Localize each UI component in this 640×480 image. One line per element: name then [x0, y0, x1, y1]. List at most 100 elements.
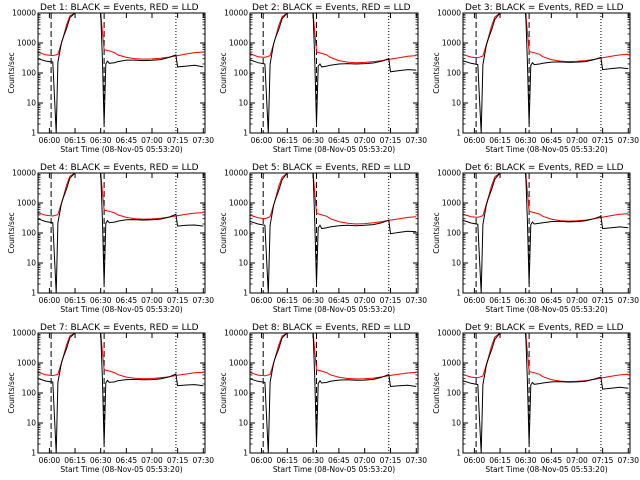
- events-line-det6: [462, 172, 629, 294]
- x-tick-label-det4-5: 07:15: [167, 296, 189, 305]
- plot-frame-det7: [37, 332, 206, 454]
- y-tick-label-det2-4: 10000: [224, 9, 248, 18]
- x-tick-label-det8-0: 06:00: [251, 456, 273, 465]
- y-axis-label-det9: Counts/sec: [432, 372, 441, 413]
- x-tick-label-det1-4: 07:00: [141, 136, 163, 145]
- y-tick-label-det4-4: 10000: [12, 169, 36, 178]
- y-tick-label-det4-3: 1000: [17, 199, 36, 208]
- plot-frame-det3: [462, 12, 631, 134]
- panel-title-det2: Det 2: BLACK = Events, RED = LLD: [252, 3, 411, 13]
- plot-frame-det8: [249, 332, 419, 454]
- panel-title-det7: Det 7: BLACK = Events, RED = LLD: [40, 323, 199, 333]
- events-line-det8: [249, 332, 417, 454]
- x-tick-label-det2-2: 06:30: [302, 136, 324, 145]
- lld-line-det9: [462, 332, 629, 383]
- events-line-det2: [249, 12, 417, 134]
- x-axis-label-det6: Start Time (08-Nov-05 05:53:20): [485, 305, 607, 314]
- y-tick-label-det1-0: 1: [31, 129, 36, 138]
- y-tick-label-det2-1: 10: [238, 99, 248, 108]
- y-tick-label-det3-4: 10000: [437, 9, 461, 18]
- x-tick-label-det3-4: 07:00: [566, 136, 588, 145]
- x-tick-label-det7-0: 06:00: [39, 456, 61, 465]
- y-tick-label-det1-1: 10: [26, 99, 36, 108]
- lld-line-det6: [462, 172, 629, 222]
- y-axis-label-det8: Counts/sec: [219, 372, 228, 413]
- panel-title-det1: Det 1: BLACK = Events, RED = LLD: [40, 3, 199, 13]
- x-axis-label-det8: Start Time (08-Nov-05 05:53:20): [273, 465, 395, 474]
- x-tick-label-det2-5: 07:15: [380, 136, 402, 145]
- x-axis-label-det9: Start Time (08-Nov-05 05:53:20): [485, 465, 607, 474]
- x-tick-label-det6-6: 07:30: [617, 296, 639, 305]
- x-tick-label-det8-3: 06:45: [328, 456, 350, 465]
- y-axis-label-det7: Counts/sec: [7, 372, 16, 413]
- x-tick-label-det1-3: 06:45: [116, 136, 138, 145]
- x-tick-label-det9-1: 06:15: [489, 456, 511, 465]
- y-axis-label-det1: Counts/sec: [7, 52, 16, 93]
- x-tick-label-det9-5: 07:15: [592, 456, 614, 465]
- events-line-det3: [462, 12, 629, 134]
- panel-title-det3: Det 3: BLACK = Events, RED = LLD: [465, 3, 624, 13]
- plot-frame-det1: [37, 12, 206, 134]
- x-tick-label-det2-3: 06:45: [328, 136, 350, 145]
- x-tick-label-det9-4: 07:00: [566, 456, 588, 465]
- x-axis-label-det4: Start Time (08-Nov-05 05:53:20): [60, 305, 182, 314]
- panel-title-det4: Det 4: BLACK = Events, RED = LLD: [40, 163, 199, 173]
- y-axis-label-det4: Counts/sec: [7, 212, 16, 253]
- x-tick-label-det3-6: 07:30: [617, 136, 639, 145]
- x-tick-label-det9-6: 07:30: [617, 456, 639, 465]
- x-tick-label-det8-1: 06:15: [276, 456, 298, 465]
- y-tick-label-det9-2: 100: [447, 389, 462, 398]
- lld-line-det7: [37, 332, 204, 380]
- x-tick-label-det1-1: 06:15: [64, 136, 86, 145]
- y-tick-label-det5-3: 1000: [229, 199, 248, 208]
- y-tick-label-det8-2: 100: [234, 389, 249, 398]
- x-tick-label-det6-5: 07:15: [592, 296, 614, 305]
- lld-line-det2: [249, 12, 417, 64]
- x-tick-label-det3-2: 06:30: [515, 136, 537, 145]
- panel-title-det9: Det 9: BLACK = Events, RED = LLD: [465, 323, 624, 333]
- y-axis-label-det6: Counts/sec: [432, 212, 441, 253]
- y-tick-label-det2-3: 1000: [229, 39, 248, 48]
- y-tick-label-det8-3: 1000: [229, 359, 248, 368]
- x-tick-label-det4-1: 06:15: [64, 296, 86, 305]
- x-tick-label-det2-4: 07:00: [354, 136, 376, 145]
- y-tick-label-det7-0: 1: [31, 449, 36, 458]
- x-tick-label-det4-4: 07:00: [141, 296, 163, 305]
- y-tick-label-det6-2: 100: [447, 229, 462, 238]
- x-tick-label-det5-4: 07:00: [354, 296, 376, 305]
- y-tick-label-det5-0: 1: [243, 289, 248, 298]
- plot-frame-det9: [462, 332, 631, 454]
- x-tick-label-det5-0: 06:00: [251, 296, 273, 305]
- x-tick-label-det4-6: 07:30: [192, 296, 214, 305]
- plot-frame-det6: [462, 172, 631, 294]
- x-tick-label-det3-3: 06:45: [541, 136, 563, 145]
- y-tick-label-det1-3: 1000: [17, 39, 36, 48]
- events-line-det1: [37, 12, 204, 134]
- x-tick-label-det4-3: 06:45: [116, 296, 138, 305]
- x-axis-label-det2: Start Time (08-Nov-05 05:53:20): [273, 145, 395, 154]
- x-axis-label-det3: Start Time (08-Nov-05 05:53:20): [485, 145, 607, 154]
- y-tick-label-det9-3: 1000: [442, 359, 461, 368]
- x-tick-label-det2-0: 06:00: [251, 136, 273, 145]
- x-tick-label-det1-6: 07:30: [192, 136, 214, 145]
- y-tick-label-det4-2: 100: [22, 229, 37, 238]
- x-tick-label-det2-6: 07:30: [405, 136, 427, 145]
- events-line-det4: [37, 172, 204, 294]
- y-tick-label-det5-1: 10: [238, 259, 248, 268]
- x-tick-label-det7-6: 07:30: [192, 456, 214, 465]
- y-tick-label-det3-3: 1000: [442, 39, 461, 48]
- y-tick-label-det1-2: 100: [22, 69, 37, 78]
- y-tick-label-det5-2: 100: [234, 229, 249, 238]
- x-tick-label-det9-3: 06:45: [541, 456, 563, 465]
- x-tick-label-det8-5: 07:15: [380, 456, 402, 465]
- x-tick-label-det3-1: 06:15: [489, 136, 511, 145]
- y-tick-label-det6-0: 1: [456, 289, 461, 298]
- x-tick-label-det4-2: 06:30: [90, 296, 112, 305]
- y-tick-label-det2-2: 100: [234, 69, 249, 78]
- x-tick-label-det5-3: 06:45: [328, 296, 350, 305]
- x-tick-label-det4-0: 06:00: [39, 296, 61, 305]
- y-tick-label-det7-1: 10: [26, 419, 36, 428]
- x-tick-label-det7-4: 07:00: [141, 456, 163, 465]
- y-tick-label-det4-1: 10: [26, 259, 36, 268]
- x-tick-label-det7-5: 07:15: [167, 456, 189, 465]
